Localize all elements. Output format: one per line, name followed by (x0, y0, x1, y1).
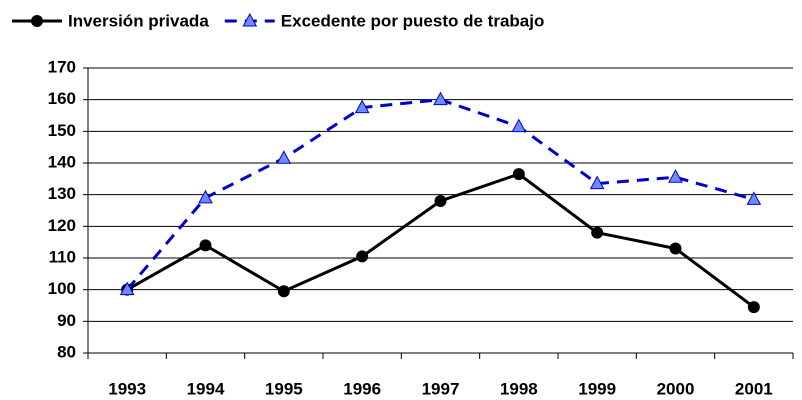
x-tick-label: 1997 (422, 379, 460, 398)
point (589, 175, 605, 190)
y-tick-label: 130 (48, 184, 76, 203)
x-tick-label: 1998 (500, 379, 538, 398)
y-tick-label: 170 (48, 57, 76, 76)
x-tick-label: 2001 (735, 379, 773, 398)
point (199, 239, 212, 252)
point (591, 226, 604, 239)
x-tick-label: 1995 (265, 379, 303, 398)
point (276, 150, 292, 164)
legend-label: Excedente por puesto de trabajo (281, 11, 545, 30)
x-tick-label: 2000 (657, 379, 695, 398)
y-tick-label: 100 (48, 279, 76, 298)
point (356, 250, 369, 263)
y-tick-label: 120 (48, 216, 76, 235)
x-tick-label: 1999 (578, 379, 616, 398)
point (434, 195, 447, 207)
y-tick-label: 140 (48, 152, 76, 171)
y-tick-label: 110 (49, 247, 76, 266)
legend-label: Inversión privada (68, 11, 209, 30)
point (198, 189, 213, 204)
point (746, 191, 762, 205)
point (669, 242, 682, 255)
point (277, 285, 290, 298)
x-tick-label: 1994 (187, 379, 225, 398)
point (433, 91, 448, 106)
point (119, 281, 135, 296)
point (668, 169, 683, 183)
point (512, 168, 525, 181)
y-tick-label: 150 (48, 121, 76, 140)
y-tick-label: 160 (48, 89, 76, 108)
x-tick-label: 1996 (343, 379, 381, 398)
y-tick-label: 80 (57, 342, 76, 361)
point (511, 118, 527, 133)
legend-marker (242, 12, 258, 27)
series-line (126, 172, 755, 309)
y-tick-label: 90 (57, 311, 76, 330)
point (354, 99, 370, 114)
legend-marker (31, 15, 43, 27)
point (747, 301, 760, 314)
x-tick-label: 1993 (108, 379, 146, 398)
